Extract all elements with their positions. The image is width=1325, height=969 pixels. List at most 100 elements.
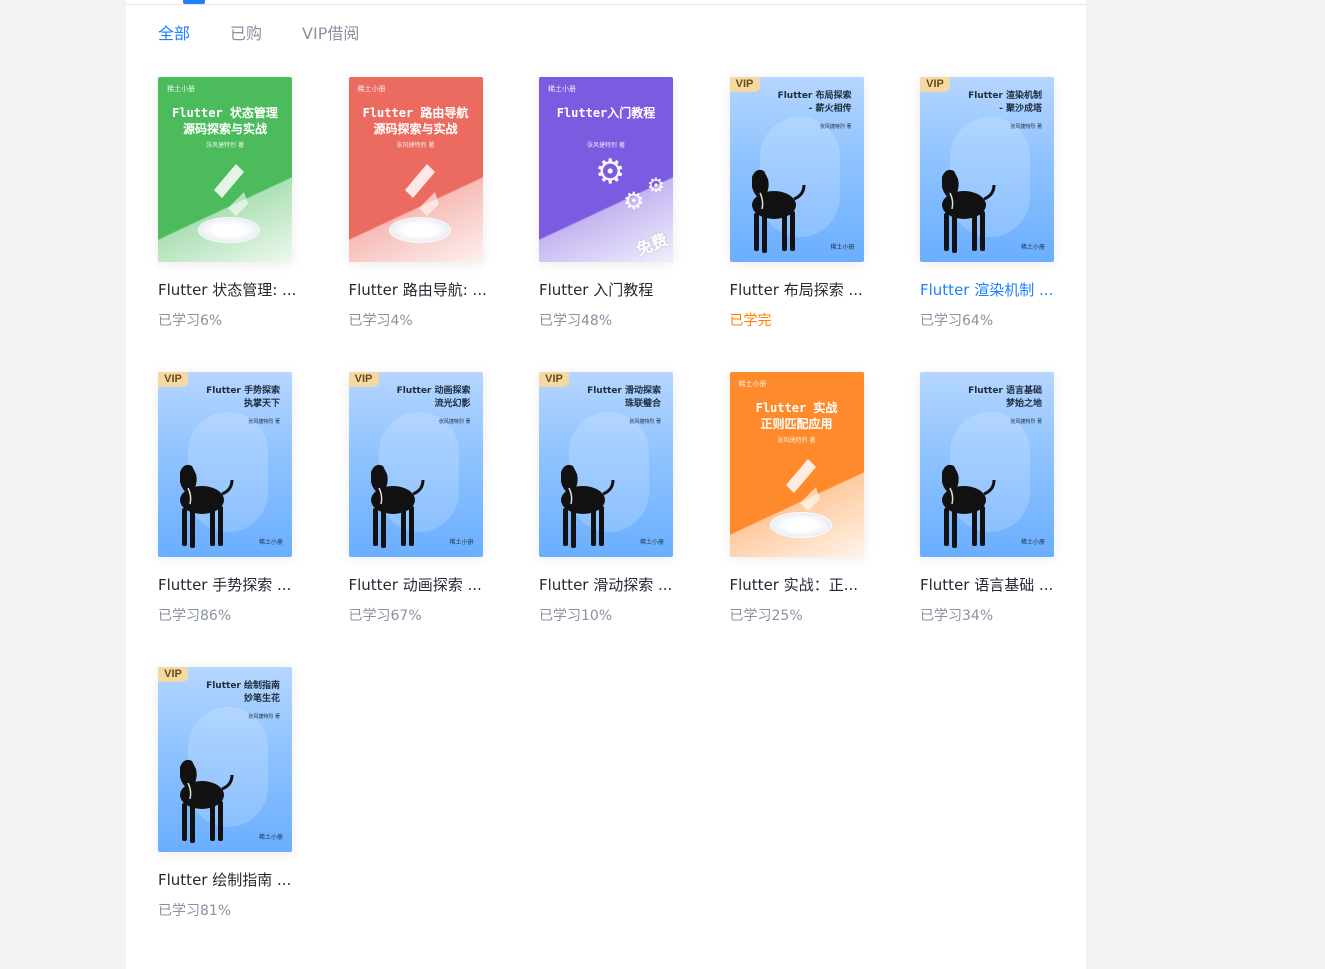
top-nav-indicator xyxy=(183,0,205,4)
tab-all[interactable]: 全部 xyxy=(158,24,191,43)
cover-brand: 稀土小册 xyxy=(830,244,855,251)
cover-title: Flutter 布局探索 - 薪火相传 xyxy=(777,91,852,114)
cover-author: 张风捷特烈 著 xyxy=(396,142,435,149)
top-divider xyxy=(126,4,1086,5)
cover-title: Flutter 滑动探索 珠联璧合 xyxy=(587,386,661,409)
vip-badge: VIP xyxy=(158,372,188,387)
cover-title-line: Flutter 路由导航 xyxy=(362,106,469,120)
dog-illustration xyxy=(168,747,234,847)
cover-brand: 稀土小册 xyxy=(639,539,664,546)
cover-title: Flutter 路由导航 源码探索与实战 xyxy=(349,105,483,137)
pedestal-dish xyxy=(388,217,451,243)
dog-illustration xyxy=(549,452,615,552)
cover-author: 张风捷特烈 著 xyxy=(248,714,280,720)
book-title[interactable]: Flutter 动画探索 ... xyxy=(348,576,482,594)
cover-author: 张风捷特烈 著 xyxy=(206,142,244,149)
cover-title-line: Flutter 实战 xyxy=(755,401,838,415)
cover-title-line: Flutter 状态管理 xyxy=(172,106,278,120)
book-progress: 已学习4% xyxy=(348,313,413,329)
book-card[interactable]: VIP Flutter 滑动探索 珠联璧合张风捷特烈 著稀土小册 Flutter 滑… xyxy=(539,372,679,632)
book-cover[interactable]: VIP Flutter 绘制指南 妙笔生花 张风捷特烈 著稀土小册 xyxy=(158,667,292,852)
book-card[interactable]: VIP Flutter 绘制指南 妙笔生花 张风捷特烈 著稀土小册 Flutter 绘… xyxy=(158,667,298,927)
book-title[interactable]: Flutter 路由导航: ... xyxy=(348,281,487,299)
filter-tabs: 全部 已购 VIP借阅 xyxy=(158,22,399,46)
flutter-logo-icon xyxy=(404,164,439,216)
pedestal-dish xyxy=(769,512,832,538)
book-cover[interactable]: Flutter 语言基础 梦始之地 张风捷特烈 著稀土小册 xyxy=(920,372,1054,557)
book-title[interactable]: Flutter 手势探索 ... xyxy=(158,576,292,594)
book-title[interactable]: Flutter 渲染机制 ... xyxy=(920,281,1054,299)
cover-author: 张风捷特烈 著 xyxy=(777,437,816,444)
flutter-logo-icon xyxy=(785,459,820,511)
cover-title-line: 源码探索与实战 xyxy=(182,122,267,136)
book-title[interactable]: Flutter 滑动探索 ... xyxy=(539,576,673,594)
book-title[interactable]: Flutter 状态管理: ... xyxy=(158,281,297,299)
gear-icon: ⚙ xyxy=(595,152,626,192)
book-cover[interactable]: 稀土小册 Flutter 状态管理 源码探索与实战张风捷特烈 著 xyxy=(158,77,292,262)
book-progress: 已学习67% xyxy=(348,608,422,624)
tab-purchased[interactable]: 已购 xyxy=(230,24,263,43)
vip-badge: VIP xyxy=(920,77,950,92)
book-card[interactable]: VIP Flutter 动画探索 流光幻影 张风捷特烈 著稀土小册 Flutter 动… xyxy=(348,372,489,632)
book-card[interactable]: VIP Flutter 布局探索 - 薪火相传张风捷特烈 著稀土小册 Flutter… xyxy=(729,77,870,337)
vip-badge: VIP xyxy=(729,77,760,92)
book-cover[interactable]: VIP Flutter 渲染机制 - 聚沙成塔 张风捷特烈 著稀土小册 xyxy=(920,77,1054,262)
cover-title-line: Flutter入门教程 xyxy=(556,106,656,120)
book-progress: 已学习6% xyxy=(158,313,223,329)
gear-icon: ⚙ xyxy=(647,173,665,197)
cover-brand: 稀土小册 xyxy=(167,85,195,93)
book-card[interactable]: VIP Flutter 渲染机制 - 聚沙成塔 张风捷特烈 著稀土小册 Flutter… xyxy=(920,77,1060,337)
cover-brand: 稀土小册 xyxy=(548,85,576,93)
cover-brand: 稀土小册 xyxy=(738,380,767,388)
cover-brand: 稀土小册 xyxy=(357,85,386,93)
book-title[interactable]: Flutter 实战：正... xyxy=(729,576,859,594)
book-card[interactable]: 稀土小册 Flutter 状态管理 源码探索与实战张风捷特烈 著 Flutter 状态… xyxy=(158,77,298,337)
book-title[interactable]: Flutter 绘制指南 ... xyxy=(158,871,292,889)
book-cover[interactable]: VIP Flutter 动画探索 流光幻影 张风捷特烈 著稀土小册 xyxy=(348,372,483,557)
vip-badge: VIP xyxy=(348,372,379,387)
cover-title: Flutter 动画探索 流光幻影 xyxy=(396,386,471,409)
cover-author: 张风捷特烈 著 xyxy=(1010,124,1042,130)
book-progress: 已学习48% xyxy=(539,313,613,329)
cover-author: 张风捷特烈 著 xyxy=(248,419,280,425)
book-progress: 已学习86% xyxy=(158,608,232,624)
dog-illustration xyxy=(930,157,996,257)
cover-brand: 稀土小册 xyxy=(449,539,474,546)
tab-vip-borrow[interactable]: VIP借阅 xyxy=(302,24,360,43)
cover-title: Flutter 手势探索 执掌天下 xyxy=(206,386,280,409)
dog-illustration xyxy=(740,157,806,257)
dog-illustration xyxy=(359,452,425,552)
book-title[interactable]: Flutter 语言基础 ... xyxy=(920,576,1054,594)
pedestal-dish xyxy=(198,217,260,243)
book-cover[interactable]: VIP Flutter 滑动探索 珠联璧合张风捷特烈 著稀土小册 xyxy=(539,372,673,557)
book-cover[interactable]: 稀土小册 Flutter 实战 正则匹配应用张风捷特烈 著 xyxy=(729,372,864,557)
book-card[interactable]: VIP Flutter 手势探索 执掌天下 张风捷特烈 著稀土小册 Flutter 手… xyxy=(158,372,298,632)
cover-author: 张风捷特烈 著 xyxy=(1010,419,1042,425)
bookshelf-panel: 全部 已购 VIP借阅 稀土小册 Flutter 状态管理 源码探索与实战 张风捷特烈… xyxy=(126,0,1086,969)
book-title[interactable]: Flutter 布局探索 ... xyxy=(729,281,863,299)
book-card[interactable]: 稀土小册 Flutter 实战 正则匹配应用张风捷特烈 著 Flutter 实战：正.… xyxy=(729,372,870,632)
dog-illustration xyxy=(930,452,996,552)
cover-author: 张风捷特烈 著 xyxy=(819,124,852,130)
cover-diagonal xyxy=(539,160,673,262)
book-cover[interactable]: 稀土小册 Flutter入门教程 张风捷特烈 著 ⚙ ⚙ ⚙ 免费 xyxy=(539,77,673,262)
vip-badge: VIP xyxy=(539,372,569,387)
cover-title: Flutter 语言基础 梦始之地 xyxy=(968,386,1042,409)
cover-author: 张风捷特烈 著 xyxy=(587,142,625,149)
cover-author: 张风捷特烈 著 xyxy=(629,419,661,425)
book-card[interactable]: Flutter 语言基础 梦始之地 张风捷特烈 著稀土小册 Flutter 语言基础… xyxy=(920,372,1060,632)
book-progress: 已学完 xyxy=(729,313,772,329)
flutter-logo-icon xyxy=(214,164,248,216)
book-title[interactable]: Flutter 入门教程 xyxy=(539,281,654,299)
book-cover[interactable]: 稀土小册 Flutter 路由导航 源码探索与实战张风捷特烈 著 xyxy=(348,77,483,262)
cover-title: Flutter 绘制指南 妙笔生花 xyxy=(206,681,280,704)
dog-illustration xyxy=(168,452,234,552)
cover-title: Flutter 实战 正则匹配应用 xyxy=(730,400,864,432)
book-progress: 已学习25% xyxy=(729,608,803,624)
book-cover[interactable]: VIP Flutter 手势探索 执掌天下 张风捷特烈 著稀土小册 xyxy=(158,372,292,557)
book-card[interactable]: 稀土小册 Flutter 路由导航 源码探索与实战张风捷特烈 著 Flutter 路由… xyxy=(348,77,489,337)
book-card[interactable]: 稀土小册 Flutter入门教程 张风捷特烈 著 ⚙ ⚙ ⚙ 免费 Flutter 入门教程已… xyxy=(539,77,679,337)
cover-title: Flutter 渲染机制 - 聚沙成塔 xyxy=(968,91,1042,114)
book-cover[interactable]: VIP Flutter 布局探索 - 薪火相传张风捷特烈 著稀土小册 xyxy=(729,77,864,262)
cover-title: Flutter 状态管理 源码探索与实战 xyxy=(158,105,292,137)
